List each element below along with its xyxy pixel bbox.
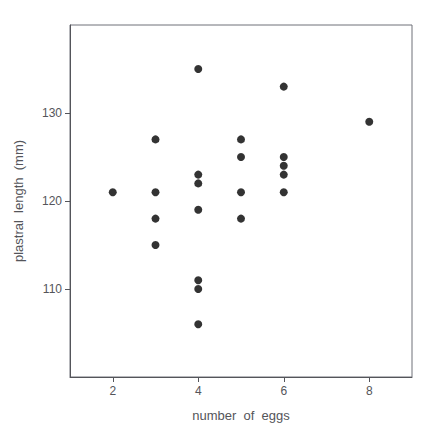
svg-text:130: 130 <box>42 106 62 120</box>
svg-text:2: 2 <box>109 384 116 398</box>
svg-text:8: 8 <box>366 384 373 398</box>
svg-text:plastral length (mm): plastral length (mm) <box>11 140 26 262</box>
svg-text:number of eggs: number of eggs <box>192 408 290 423</box>
svg-text:110: 110 <box>43 282 62 296</box>
svg-text:120: 120 <box>42 194 62 208</box>
svg-text:6: 6 <box>280 384 287 398</box>
svg-text:4: 4 <box>195 384 202 398</box>
